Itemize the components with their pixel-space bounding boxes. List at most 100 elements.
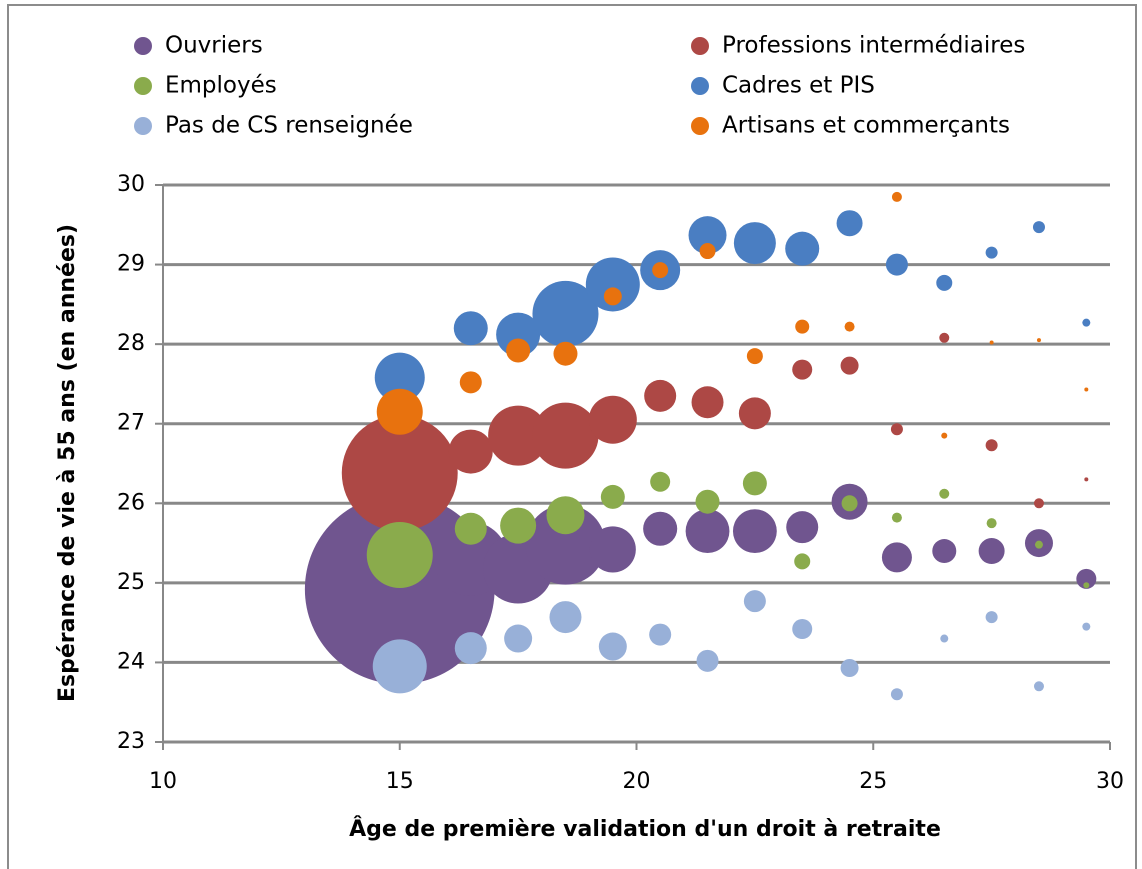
bubble <box>585 257 640 312</box>
bubble <box>553 341 578 366</box>
bubble <box>939 332 950 343</box>
bubble <box>792 619 813 640</box>
bubble <box>1084 477 1089 482</box>
bubble <box>366 521 433 589</box>
bubble <box>1076 568 1097 589</box>
bubble <box>341 415 458 532</box>
bubble <box>785 231 820 266</box>
bubble <box>1033 498 1044 509</box>
y-tick-label: 28 <box>117 331 145 356</box>
y-tick-label: 30 <box>117 172 145 197</box>
bubble <box>376 388 423 435</box>
bubble <box>695 489 720 514</box>
bubble <box>525 504 606 585</box>
bubble <box>840 356 859 375</box>
bubble <box>742 471 767 496</box>
bubble <box>786 511 819 544</box>
x-tick-label: 15 <box>386 769 414 794</box>
bubble <box>1033 681 1044 692</box>
bubble <box>732 509 777 554</box>
bubble <box>890 688 903 701</box>
bubble <box>792 359 813 380</box>
bubble <box>685 509 730 554</box>
bubble <box>932 539 957 564</box>
legend-marker <box>691 117 709 135</box>
bubble <box>733 222 776 265</box>
bubble <box>652 262 669 279</box>
bubble <box>985 246 998 259</box>
bubble <box>985 439 998 452</box>
bubble <box>688 216 727 255</box>
bubble <box>454 512 487 545</box>
legend-label: Cadres et PIS <box>722 73 875 99</box>
bubble <box>1082 622 1091 631</box>
bubble <box>600 484 625 509</box>
bubble <box>836 210 863 237</box>
y-tick-label: 23 <box>117 729 145 754</box>
bubble <box>985 611 998 624</box>
bubble <box>549 601 582 634</box>
x-tick-label: 20 <box>623 769 651 794</box>
bubble <box>746 348 763 365</box>
bubble <box>506 338 531 363</box>
x-tick-label: 30 <box>1096 769 1124 794</box>
bubble <box>649 623 672 646</box>
bubble <box>989 340 994 345</box>
bubble <box>459 371 482 394</box>
bubble <box>939 488 950 499</box>
bubble <box>978 538 1005 565</box>
legend-label: Pas de CS renseignée <box>165 113 413 139</box>
bubble <box>881 542 912 573</box>
bubble <box>885 253 908 276</box>
legend-marker <box>134 37 152 55</box>
bubble <box>841 495 858 512</box>
bubble <box>643 511 678 546</box>
bubble <box>844 321 855 332</box>
legend-marker <box>691 77 709 95</box>
bubble <box>532 280 599 347</box>
bubble <box>891 191 902 202</box>
bubble <box>589 526 636 573</box>
bubble <box>374 352 425 403</box>
y-tick-label: 27 <box>117 411 145 436</box>
bubble <box>500 507 537 544</box>
bubble <box>1082 318 1091 327</box>
bubble <box>453 311 488 346</box>
legend-label: Artisans et commerçants <box>722 113 1010 139</box>
bubble <box>546 496 585 535</box>
bubble <box>941 432 948 439</box>
bubble <box>738 397 771 430</box>
legend-marker <box>134 77 152 95</box>
bubble <box>448 429 493 474</box>
bubble <box>1036 338 1041 343</box>
bubble <box>890 423 903 436</box>
x-tick-label: 10 <box>149 769 177 794</box>
bubble <box>936 274 953 291</box>
y-tick-label: 29 <box>117 252 145 277</box>
bubble <box>743 590 766 613</box>
bubble <box>496 312 541 357</box>
bubble <box>1083 582 1090 589</box>
bubble <box>794 553 811 570</box>
legend-marker <box>691 37 709 55</box>
y-tick-label: 24 <box>117 649 145 674</box>
bubble <box>454 632 487 665</box>
legend-label: Professions intermédiaires <box>722 33 1025 59</box>
bubble <box>598 632 627 661</box>
bubble <box>696 649 719 672</box>
bubble <box>504 624 533 653</box>
bubble <box>691 386 724 419</box>
bubble <box>795 319 810 334</box>
bubble <box>532 402 599 469</box>
bubble <box>650 471 671 492</box>
legend-label: Employés <box>165 73 277 99</box>
bubble <box>644 379 677 412</box>
bubble <box>1032 221 1045 234</box>
bubble <box>986 518 997 529</box>
y-tick-label: 26 <box>117 490 145 515</box>
bubble <box>891 512 902 523</box>
bubble <box>588 395 637 444</box>
bubble <box>1084 387 1089 392</box>
y-axis-label: Espérance de vie à 55 ans (en années) <box>55 224 80 702</box>
